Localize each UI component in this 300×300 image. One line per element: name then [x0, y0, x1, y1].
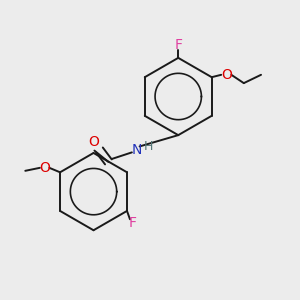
Text: O: O	[221, 68, 232, 82]
Text: O: O	[89, 135, 100, 149]
Text: F: F	[128, 216, 136, 230]
Text: N: N	[131, 143, 142, 157]
Text: H: H	[144, 140, 153, 153]
Text: O: O	[39, 161, 50, 175]
Text: F: F	[174, 38, 182, 52]
